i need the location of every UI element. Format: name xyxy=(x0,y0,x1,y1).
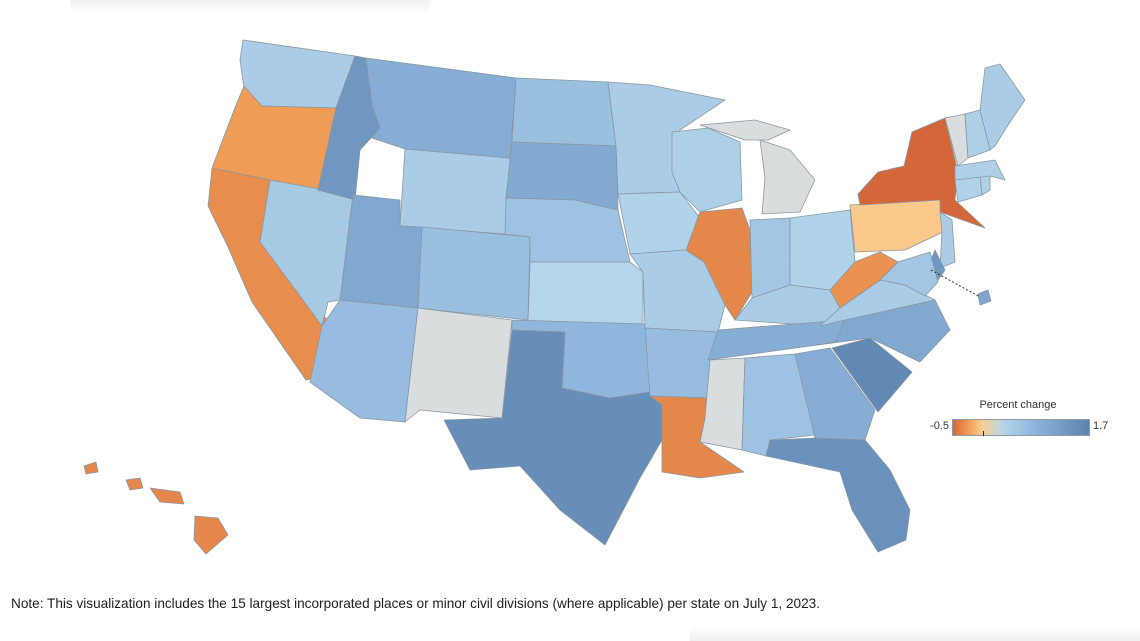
state-colorado[interactable] xyxy=(417,226,531,321)
legend-max-label: 1.7 xyxy=(1093,420,1109,432)
state-wyoming[interactable] xyxy=(399,148,511,235)
state-massachusetts[interactable] xyxy=(954,159,1006,181)
top-header-strip xyxy=(70,0,430,14)
state-south-carolina[interactable] xyxy=(831,337,913,413)
state-michigan[interactable] xyxy=(699,119,816,215)
dc-leader-line xyxy=(930,269,981,298)
color-legend: Percent change -0.5 1.7 xyxy=(920,398,1120,442)
state-hawaii-maui[interactable] xyxy=(149,487,185,505)
state-hawaii-oahu[interactable] xyxy=(125,477,144,491)
state-dc-inset[interactable] xyxy=(977,289,992,306)
state-new-mexico[interactable] xyxy=(404,307,513,423)
state-wisconsin[interactable] xyxy=(671,127,743,213)
state-north-dakota[interactable] xyxy=(511,77,617,147)
state-hawaii-big-island[interactable] xyxy=(193,515,229,555)
state-texas[interactable] xyxy=(443,329,663,546)
legend-zero-tick xyxy=(983,431,984,436)
state-montana[interactable] xyxy=(365,57,517,159)
state-pennsylvania[interactable] xyxy=(849,199,944,253)
state-new-jersey[interactable] xyxy=(939,211,956,269)
state-georgia[interactable] xyxy=(794,347,876,441)
legend-min-label: -0.5 xyxy=(930,420,949,432)
footnote: Note: This visualization includes the 15… xyxy=(11,596,820,611)
bottom-footer-strip xyxy=(690,626,1140,641)
state-maryland[interactable] xyxy=(879,251,939,297)
state-kansas[interactable] xyxy=(527,261,644,326)
state-rhode-island[interactable] xyxy=(979,175,991,196)
state-washington[interactable] xyxy=(239,39,356,109)
state-hawaii-kauai[interactable] xyxy=(83,461,99,475)
state-florida[interactable] xyxy=(765,437,911,553)
state-mississippi[interactable] xyxy=(699,357,746,451)
state-arkansas[interactable] xyxy=(644,327,719,399)
state-indiana[interactable] xyxy=(749,217,791,299)
state-north-carolina[interactable] xyxy=(809,299,951,363)
legend-title: Percent change xyxy=(979,399,1057,411)
legend-color-bar xyxy=(952,419,1090,436)
state-maine[interactable] xyxy=(979,63,1026,151)
